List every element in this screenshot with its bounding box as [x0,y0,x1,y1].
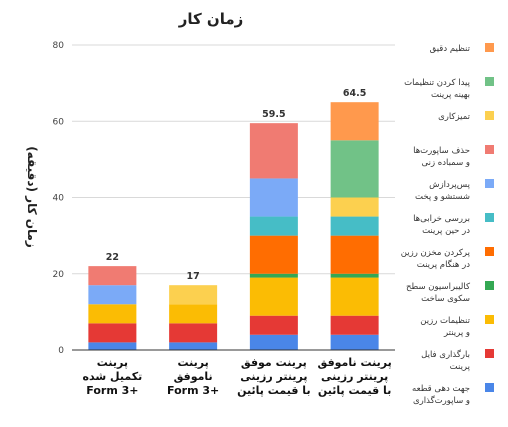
bar-segment [330,277,379,316]
legend-label: بررسی خرابی‌ها [413,214,470,224]
legend-swatch [485,77,494,86]
bar-segment [249,334,298,350]
legend-label: جهت دهی قطعه [412,384,470,394]
legend: تنظیم دقیق پیدا کردن تنظیمات بهینه پرینت تم… [401,43,494,406]
x-category-label: پرینتر رزینی [240,370,307,383]
y-tick-label: 80 [53,41,65,51]
bar-segment [249,235,298,274]
bar-segment [88,323,137,343]
legend-label: شستشو و پخت [415,192,470,202]
legend-item: تمیزکاری [438,111,494,122]
legend-label: حذف ساپورت‌ها [413,146,470,156]
bar-segment [88,304,137,324]
bar-segment [88,285,137,305]
bar-total-label: 59.5 [262,109,285,120]
bar-segment [169,304,218,324]
legend-swatch [485,315,494,324]
bar-segment [330,102,379,141]
x-category-label: پرینت ناموفق [318,356,392,369]
legend-label: پس‌پردازش [429,180,471,190]
x-category-label: پرینت [97,356,128,369]
bar-segment [330,315,379,335]
bar-segment [249,315,298,335]
legend-item: پیدا کردن تنظیمات بهینه پرینت [404,77,494,100]
legend-swatch [485,43,494,52]
y-tick-label: 0 [58,346,64,356]
legend-label: بهینه پرینت [431,90,470,100]
legend-label: پیدا کردن تنظیمات [404,78,471,88]
bar-segment [169,323,218,343]
legend-label: پرینت [450,362,471,372]
legend-swatch [485,247,494,256]
legend-swatch [485,111,494,120]
legend-item: بارگذاری فایل پرینت [421,349,494,372]
bar-segment [330,235,379,274]
bar-total-label: 17 [187,271,200,282]
y-axis-label: زمان کار (دقیقه) [25,146,39,248]
bar-segment [249,216,298,236]
legend-label: و ساپورت‌گذاری [413,395,470,406]
y-axis-ticks: 0 20 40 60 80 [53,41,65,356]
bar-segment [249,273,298,278]
legend-item: بررسی خرابی‌ها در حین پرینت [413,213,494,236]
x-category-label: با قیمت پائین [237,384,310,397]
x-category-label: با قیمت پائین [318,384,391,397]
bar-segment [249,277,298,316]
x-category-label: تکمیل شده [83,370,143,383]
bar-segment [249,178,298,217]
legend-label: تنظیم دقیق [430,44,471,54]
legend-swatch [485,179,494,188]
x-category-label: پرینت [178,356,209,369]
x-category-label: پرینت موفق [241,356,307,369]
x-category-label: Form 3+ [167,384,219,397]
legend-item: حذف ساپورت‌ها و سمباده زنی [413,145,494,168]
legend-label: بارگذاری فایل [421,349,470,360]
legend-label: و سمباده زنی [422,158,471,168]
legend-swatch [485,383,494,392]
bar-segment [169,285,218,305]
legend-label: تنظیمات رزین [420,316,470,326]
legend-swatch [485,145,494,154]
x-category-label: ناموفق [174,370,213,383]
legend-label: و پرینتر [443,328,470,338]
y-tick-label: 40 [53,194,65,204]
x-category-label: پرینتر رزینی [321,370,388,383]
y-tick-label: 60 [53,117,65,127]
bar-totals: 22 17 59.5 64.5 [106,88,367,282]
legend-swatch [485,213,494,222]
bar-segment [330,334,379,350]
legend-label: تمیزکاری [438,112,471,122]
legend-swatch [485,349,494,358]
bar-total-label: 22 [106,252,119,263]
legend-item: پس‌پردازش شستشو و پخت [415,179,494,202]
bar-segment [330,273,379,278]
bar-segment [249,123,298,179]
legend-label: پرکردن مخزن رزین [401,248,471,258]
bar-segment [330,197,379,217]
x-category-label: Form 3+ [86,384,138,397]
legend-item: کالیبراسیون سطح سکوی ساخت [406,281,494,304]
legend-swatch [485,281,494,290]
y-tick-label: 20 [53,270,65,280]
bar-segment [88,342,137,350]
legend-label: در هنگام پرینت [417,259,470,270]
bar-segment [169,342,218,350]
legend-item: تنظیمات رزین و پرینتر [420,315,494,338]
legend-item: تنظیم دقیق [430,43,494,54]
bar-segment [330,216,379,236]
legend-label: سکوی ساخت [421,294,470,304]
bar-total-label: 64.5 [343,88,366,99]
legend-label: در حین پرینت [422,226,470,236]
bar-segment [88,266,137,286]
bar-segment [330,140,379,198]
bars [88,102,379,350]
chart-title: زمان کار [178,10,244,28]
legend-label: کالیبراسیون سطح [406,282,471,292]
